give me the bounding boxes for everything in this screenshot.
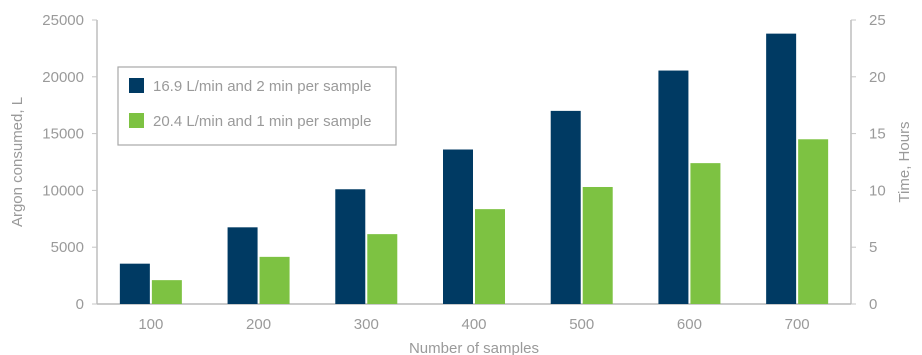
y2-tick-label: 10 (869, 182, 886, 199)
y-tick-label: 15000 (42, 126, 84, 143)
x-tick-label: 300 (354, 316, 379, 333)
y2-tick-label: 0 (869, 296, 877, 313)
x-tick-label: 100 (138, 316, 163, 333)
bar-series-1-500 (550, 110, 581, 304)
x-tick-label: 600 (677, 316, 702, 333)
legend-swatch-series-2 (129, 113, 144, 128)
y-tick-label: 25000 (42, 12, 84, 29)
y-tick-label: 0 (76, 296, 84, 313)
bar-series-2-600 (690, 163, 721, 304)
bar-series-2-700 (798, 139, 829, 304)
legend-label-series-2: 20.4 L/min and 1 min per sample (153, 113, 371, 130)
y2-tick-label: 20 (869, 69, 886, 86)
bar-series-2-400 (475, 209, 505, 304)
y-tick-label: 5000 (51, 239, 84, 256)
y2-tick-label: 15 (869, 126, 886, 143)
y2-tick-label: 25 (869, 12, 886, 29)
bar-series-2-100 (151, 280, 182, 304)
bar-series-1-300 (335, 189, 366, 304)
legend-swatch-series-1 (129, 78, 144, 93)
legend-box (117, 66, 397, 146)
bar-series-1-400 (443, 149, 473, 304)
y-axis-left-ticks: 0 5000 10000 15000 20000 25000 (42, 12, 97, 313)
y-axis-right-title: Time, Hours (896, 121, 913, 202)
y-axis-right-ticks: 0 5 10 15 20 25 (851, 12, 886, 313)
x-tick-label: 500 (569, 316, 594, 333)
x-tick-label: 200 (246, 316, 271, 333)
bar-series-2-300 (367, 234, 398, 304)
bar-series-2-200 (259, 256, 290, 304)
legend: 16.9 L/min and 2 min per sample 20.4 L/m… (117, 66, 397, 146)
bar-series-1-600 (658, 70, 689, 304)
y-tick-label: 20000 (42, 69, 84, 86)
bar-series (119, 33, 829, 305)
bar-series-1-700 (766, 33, 797, 305)
bar-series-2-500 (582, 186, 613, 304)
x-axis-title: Number of samples (409, 340, 539, 355)
x-axis-ticks: 100 200 300 400 500 600 700 (138, 316, 809, 333)
y-tick-label: 10000 (42, 182, 84, 199)
legend-label-series-1: 16.9 L/min and 2 min per sample (153, 78, 371, 95)
x-tick-label: 700 (785, 316, 810, 333)
y2-tick-label: 5 (869, 239, 877, 256)
bar-series-1-200 (227, 227, 258, 304)
x-tick-label: 400 (461, 316, 486, 333)
y-axis-left-title: Argon consumed, L (9, 97, 26, 227)
bar-series-1-100 (119, 263, 150, 304)
